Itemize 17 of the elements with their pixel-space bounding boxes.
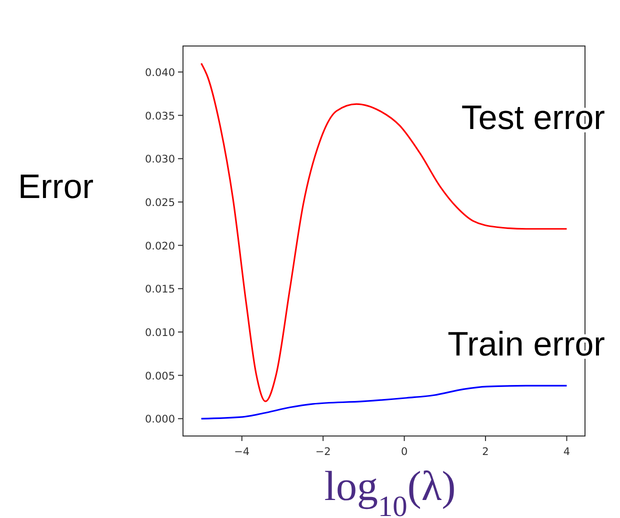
x-axis-title: log$_{10}$(λ): [324, 464, 456, 518]
y-axis-title: Error: [18, 168, 94, 206]
y-tick-label: 0.035: [144, 110, 175, 122]
line-series: [200, 384, 568, 420]
y-tick-label: 0.025: [144, 197, 175, 209]
y-tick-label: 0.015: [144, 284, 175, 296]
y-tick-label: 0.040: [144, 67, 175, 79]
x-tick-label: 4: [563, 446, 570, 458]
x-tick-label: −4: [234, 446, 250, 458]
y-tick-label: 0.005: [144, 370, 175, 382]
y-tick-label: 0.020: [144, 240, 175, 252]
x-tick-label: 2: [482, 446, 489, 458]
y-tick-label: 0.030: [144, 154, 175, 166]
y-tick-label: 0.000: [144, 414, 175, 426]
x-tick-label: 0: [400, 446, 408, 458]
x-tick-label: −2: [315, 446, 331, 458]
y-tick-label: 0.010: [144, 327, 175, 339]
